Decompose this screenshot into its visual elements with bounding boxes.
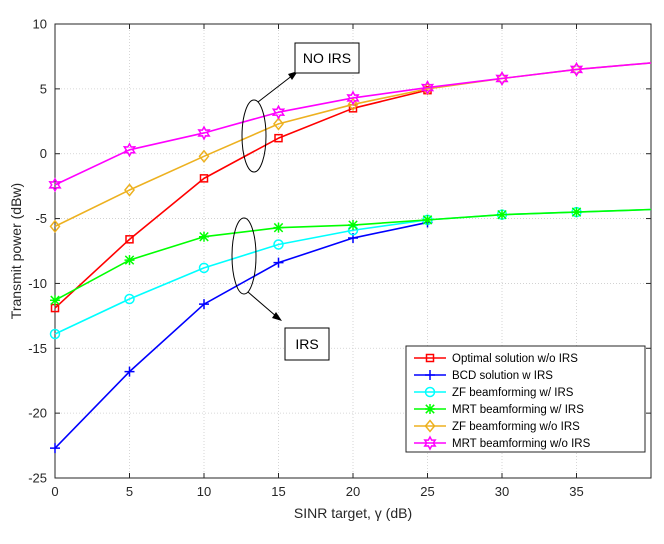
irs-label-box xyxy=(284,327,330,361)
data-point-zf-beamforming-w-o-irs xyxy=(273,117,284,131)
legend-label-mrt-beamforming-w-o-irs: MRT beamforming w/o IRS xyxy=(452,438,591,450)
no-irs-arrow-line xyxy=(257,74,294,103)
annotation-irs: IRS xyxy=(231,217,330,361)
data-point-zf-beamforming-w-o-irs xyxy=(347,97,359,112)
y-tick-label: -5 xyxy=(35,211,47,226)
irs-arrow-line xyxy=(247,291,278,318)
annotation-no-irs: NO IRS xyxy=(241,42,360,173)
data-point-mrt-beamforming-w-o-irs xyxy=(495,70,509,87)
y-tick-label: 0 xyxy=(40,146,47,161)
data-point-bcd-solution-w-irs xyxy=(124,366,135,377)
series-line-mrt-beamforming-w-o-irs xyxy=(54,62,652,186)
series-mrt-beamforming-w-o-irs xyxy=(48,61,652,193)
x-tick-label: 30 xyxy=(495,484,509,499)
legend-marker-mrt-beamforming-w-o-irs xyxy=(423,435,437,451)
data-point-mrt-beamforming-w-irs xyxy=(422,214,433,225)
data-point-mrt-beamforming-w-o-irs xyxy=(569,61,584,78)
y-tick-label: 10 xyxy=(33,17,47,32)
legend-label-optimal-solution-w-o-irs: Optimal solution w/o IRS xyxy=(452,353,578,365)
data-point-mrt-beamforming-w-irs xyxy=(124,255,135,266)
data-point-bcd-solution-w-irs xyxy=(50,443,60,454)
legend-marker-bcd-solution-w-irs xyxy=(425,370,435,380)
series-line-bcd-solution-w-irs xyxy=(54,221,428,449)
no-irs-label-box xyxy=(294,42,360,74)
y-tick-label: 5 xyxy=(40,81,47,96)
data-point-zf-beamforming-w-irs xyxy=(198,262,210,274)
series-layer xyxy=(48,61,652,454)
data-point-bcd-solution-w-irs xyxy=(273,257,284,268)
data-point-mrt-beamforming-w-irs xyxy=(571,207,582,218)
data-point-bcd-solution-w-irs xyxy=(199,299,209,310)
legend-label-zf-beamforming-w-irs: ZF beamforming w/ IRS xyxy=(452,387,574,399)
legend-label-bcd-solution-w-irs: BCD solution w IRS xyxy=(452,370,553,382)
irs-ellipse xyxy=(231,217,257,295)
irs-arrow-head xyxy=(272,312,282,321)
data-point-zf-beamforming-w-o-irs xyxy=(49,219,61,234)
data-point-zf-beamforming-w-irs xyxy=(273,239,284,250)
data-point-mrt-beamforming-w-o-irs xyxy=(271,104,286,120)
data-point-optimal-solution-w-o-irs xyxy=(125,235,134,244)
y-tick-label: -25 xyxy=(28,471,47,486)
legend-label-zf-beamforming-w-o-irs: ZF beamforming w/o IRS xyxy=(452,421,580,433)
data-point-mrt-beamforming-w-o-irs xyxy=(48,177,62,193)
x-tick-label: 5 xyxy=(126,484,133,499)
legend-entry-mrt-beamforming-w-o-irs: MRT beamforming w/o IRS xyxy=(414,435,591,451)
legend-entry-optimal-solution-w-o-irs: Optimal solution w/o IRS xyxy=(414,353,578,365)
y-tick-label: -20 xyxy=(28,406,47,421)
data-point-mrt-beamforming-w-irs xyxy=(199,231,209,242)
data-point-mrt-beamforming-w-irs xyxy=(50,295,60,306)
y-axis-label: Transmit power (dBw) xyxy=(8,183,24,319)
data-point-mrt-beamforming-w-irs xyxy=(348,220,358,231)
legend-entry-zf-beamforming-w-irs: ZF beamforming w/ IRS xyxy=(414,386,574,399)
legend-entry-mrt-beamforming-w-irs: MRT beamforming w/ IRS xyxy=(414,404,584,416)
legend-label-mrt-beamforming-w-irs: MRT beamforming w/ IRS xyxy=(452,404,584,416)
x-tick-label: 0 xyxy=(51,484,58,499)
data-point-mrt-beamforming-w-o-irs xyxy=(420,79,435,96)
data-point-zf-beamforming-w-o-irs xyxy=(124,183,135,197)
data-point-mrt-beamforming-w-o-irs xyxy=(122,142,137,158)
series-line-optimal-solution-w-o-irs xyxy=(54,89,428,309)
no-irs-label: NO IRS xyxy=(303,50,351,66)
no-irs-ellipse xyxy=(241,99,267,173)
y-tick-label: -10 xyxy=(28,276,47,291)
legend-box xyxy=(405,345,646,453)
x-tick-label: 15 xyxy=(271,484,285,499)
legend-marker-zf-beamforming-w-o-irs xyxy=(424,419,436,433)
data-point-mrt-beamforming-w-o-irs xyxy=(346,90,360,106)
data-point-zf-beamforming-w-irs xyxy=(124,293,135,305)
legend-marker-mrt-beamforming-w-irs xyxy=(425,404,435,414)
x-tick-label: 20 xyxy=(346,484,360,499)
legend-marker-zf-beamforming-w-irs xyxy=(424,386,436,398)
irs-label: IRS xyxy=(295,336,318,352)
legend: Optimal solution w/o IRS BCD solution w I… xyxy=(405,345,646,453)
data-point-mrt-beamforming-w-o-irs xyxy=(197,125,211,141)
data-point-mrt-beamforming-w-irs xyxy=(497,209,507,220)
data-point-mrt-beamforming-w-irs xyxy=(273,222,284,233)
x-tick-label: 25 xyxy=(420,484,434,499)
data-point-optimal-solution-w-o-irs xyxy=(274,133,283,143)
x-tick-label: 35 xyxy=(569,484,583,499)
legend-entry-bcd-solution-w-irs: BCD solution w IRS xyxy=(414,370,553,382)
axis-ticks: 0 5 10 15 20 25 30 35 -25 -20 -15 -10 -5 0 5 10 xyxy=(28,17,651,499)
legend-marker-optimal-solution-w-o-irs xyxy=(425,353,435,363)
x-axis-label: SINR target, γ (dB) xyxy=(294,505,412,521)
data-point-optimal-solution-w-o-irs xyxy=(199,174,209,183)
y-tick-label: -15 xyxy=(28,341,47,356)
data-point-zf-beamforming-w-o-irs xyxy=(198,149,210,163)
x-tick-label: 10 xyxy=(197,484,211,499)
legend-entry-zf-beamforming-w-o-irs: ZF beamforming w/o IRS xyxy=(414,419,580,433)
series-mrt-beamforming-w-irs xyxy=(50,207,652,306)
data-point-zf-beamforming-w-irs xyxy=(49,328,61,340)
